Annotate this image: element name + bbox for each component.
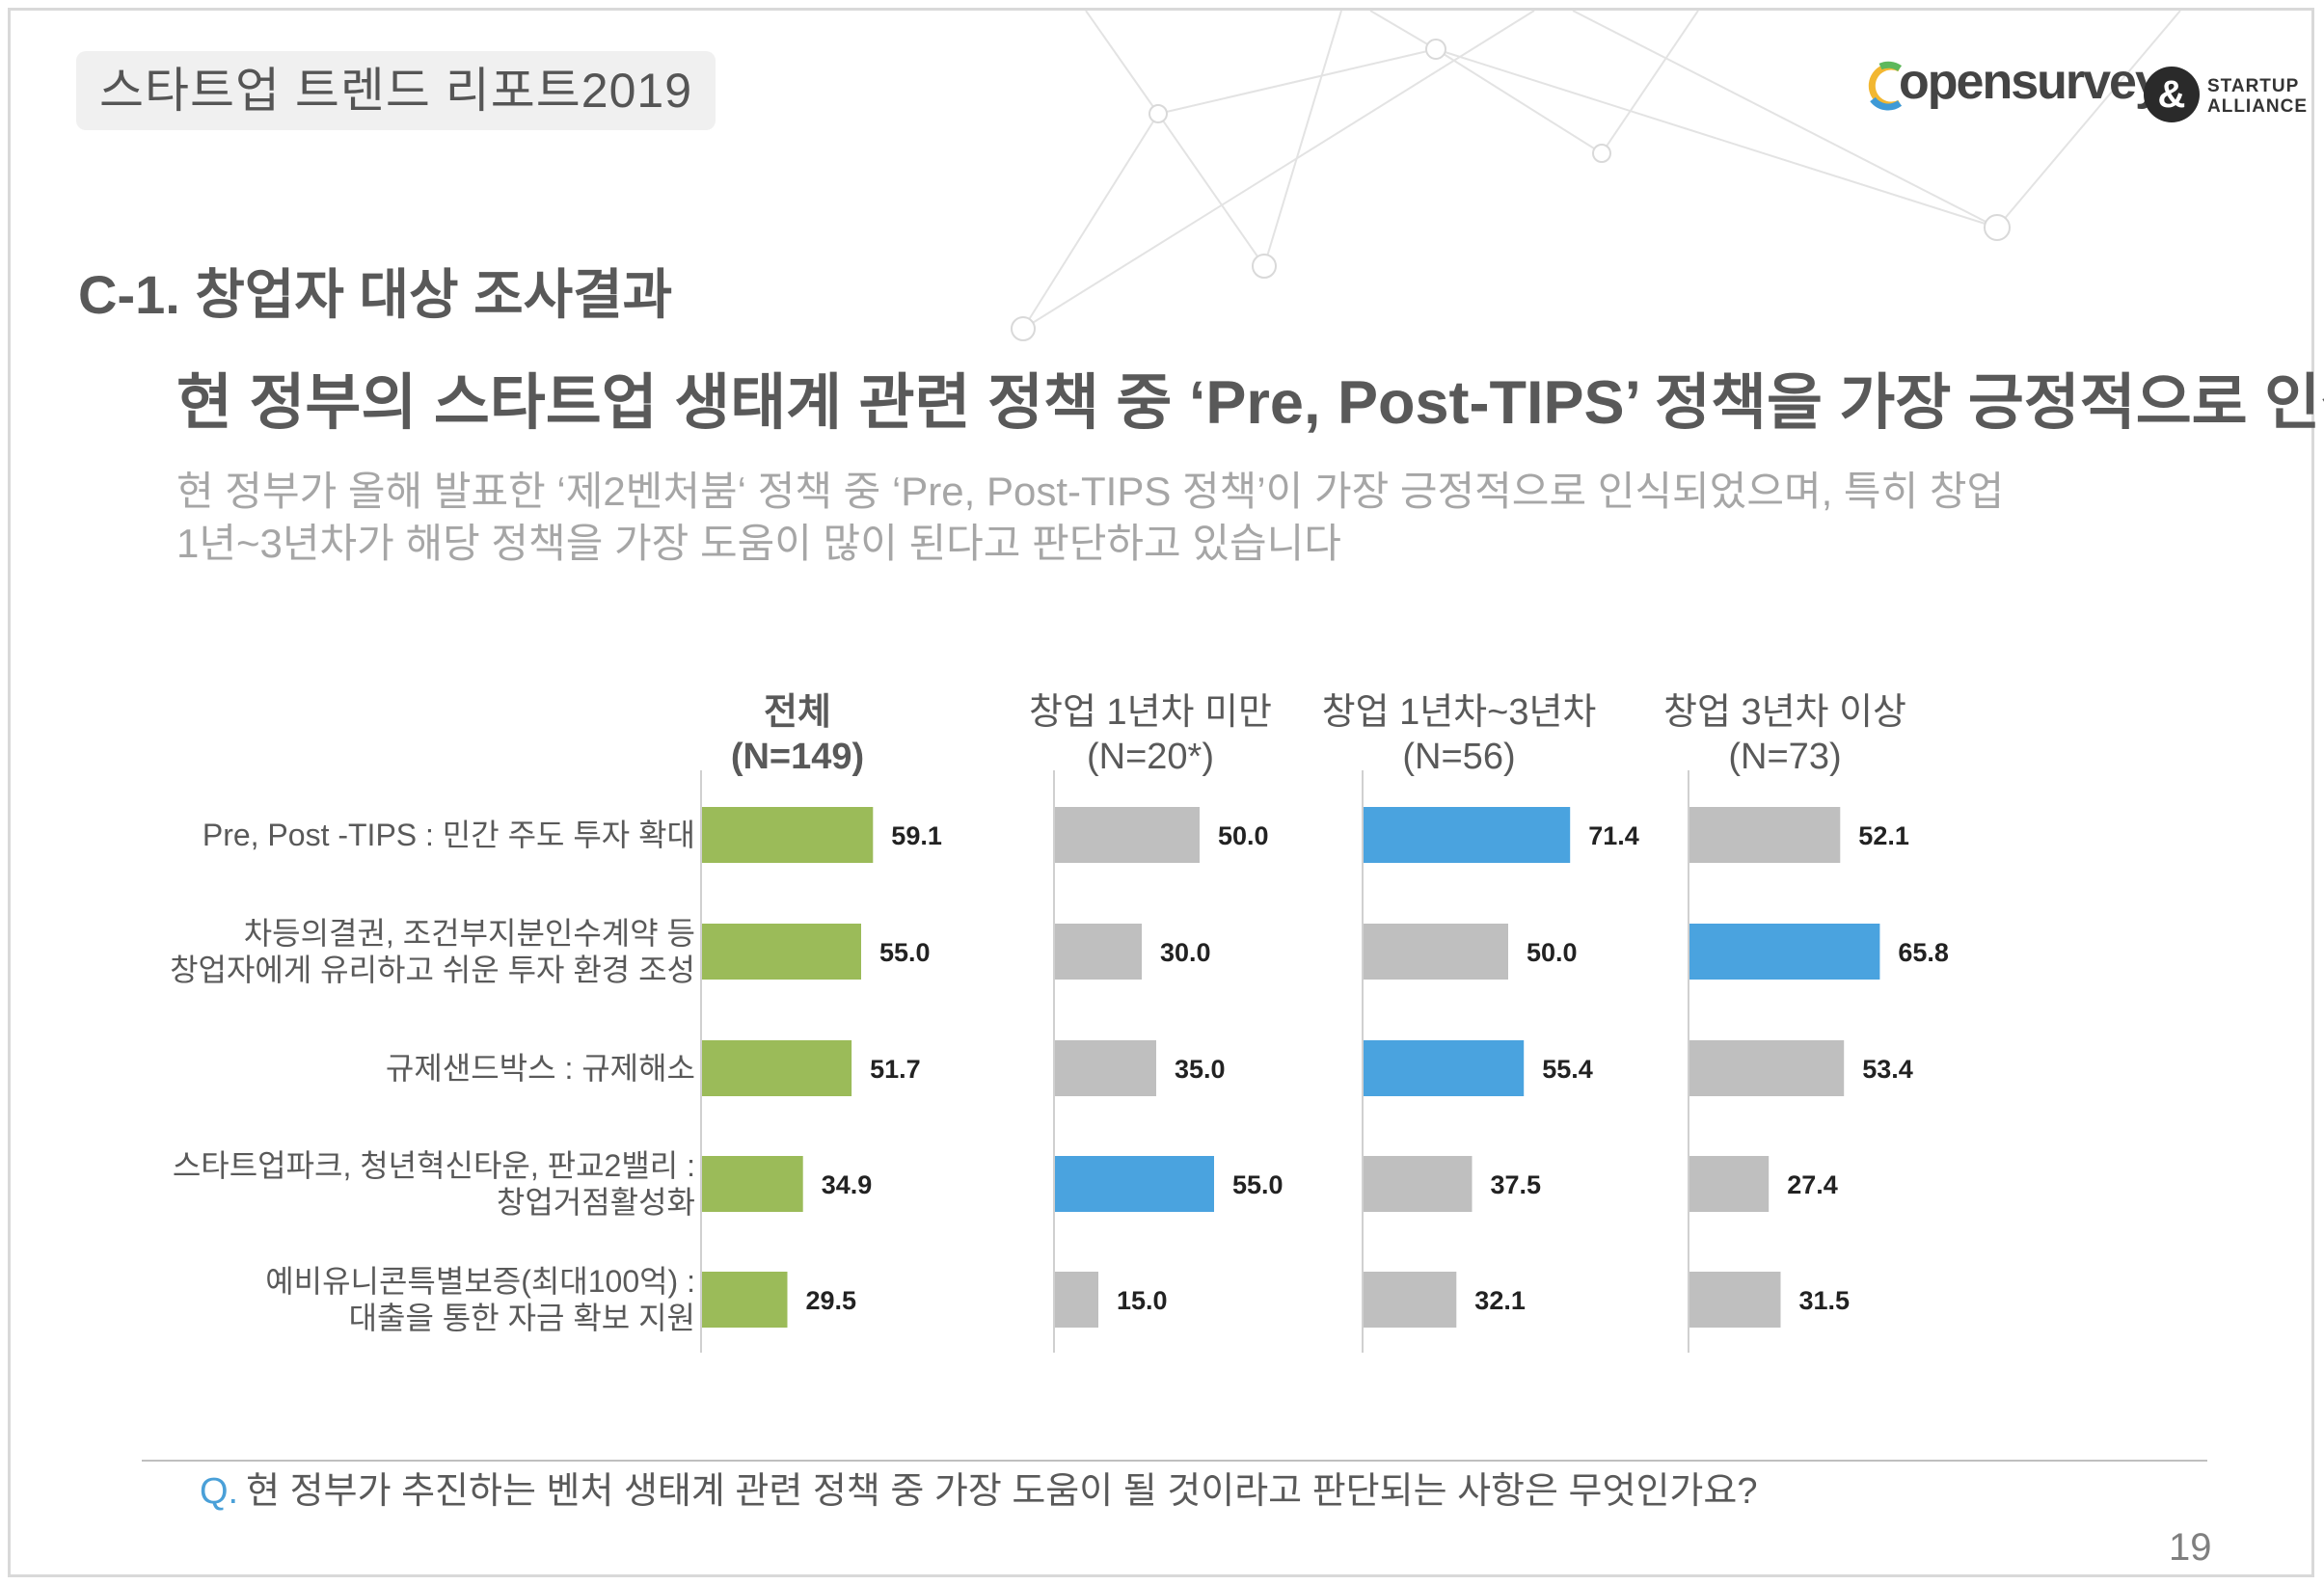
series-header-name: 창업 3년차 이상 — [1663, 692, 1906, 733]
category-label: 대출을 통한 자금 확보 지원 — [349, 1301, 695, 1335]
data-label: 55.0 — [879, 938, 931, 967]
bar — [1364, 1272, 1457, 1328]
data-label: 55.4 — [1542, 1055, 1593, 1084]
bar — [1364, 807, 1571, 863]
slide: 스타트업 트렌드 리포트2019 opensurvey & STARTUP AL… — [8, 8, 2324, 1577]
page-number: 19 — [2169, 1526, 2212, 1569]
series-header-sample: (N=56) — [1402, 737, 1515, 777]
opensurvey-logo: opensurvey — [1899, 54, 2163, 110]
subtext-line-2: 1년~3년차가 해당 정책을 가장 도움이 많이 된다고 판단하고 있습니다 — [176, 521, 1341, 566]
data-label: 59.1 — [891, 821, 942, 850]
subtext-line-1: 현 정부가 올해 발표한 ‘제2벤처붐‘ 정책 중 ‘Pre, Post-TIP… — [176, 469, 2005, 514]
data-label: 31.5 — [1799, 1286, 1851, 1315]
data-label: 52.1 — [1858, 821, 1909, 850]
category-label: 차등의결권, 조건부지분인수계약 등 — [244, 916, 695, 951]
data-label: 32.1 — [1474, 1286, 1526, 1315]
data-label: 29.5 — [806, 1286, 857, 1315]
startup-alliance-logo-icon: & — [2144, 67, 2200, 122]
data-label: 50.0 — [1527, 938, 1578, 967]
bar — [1689, 1156, 1770, 1212]
data-label: 15.0 — [1117, 1286, 1168, 1315]
bar — [702, 1040, 852, 1096]
question-prefix: Q. — [200, 1471, 239, 1512]
data-label: 27.4 — [1787, 1170, 1838, 1199]
bar — [702, 1272, 788, 1328]
headline: 현 정부의 스타트업 생태계 관련 정책 중 ‘Pre, Post-TIPS’ … — [176, 369, 2324, 437]
series-header-sample: (N=73) — [1728, 737, 1841, 777]
bar-chart: 전체(N=149)59.155.051.734.929.5창업 1년차 미만(N… — [170, 692, 1949, 1353]
data-label: 53.4 — [1862, 1055, 1913, 1084]
bar — [702, 924, 861, 980]
data-label: 37.5 — [1491, 1170, 1542, 1199]
data-label: 35.0 — [1175, 1055, 1226, 1084]
bar — [1689, 1272, 1781, 1328]
bar — [1689, 1040, 1845, 1096]
report-title-badge: 스타트업 트렌드 리포트2019 — [76, 51, 716, 130]
bar — [1055, 1272, 1098, 1328]
bar — [1055, 1156, 1214, 1212]
series-header-name: 창업 1년차 미만 — [1029, 692, 1272, 733]
series-header-sample: (N=20*) — [1087, 737, 1214, 777]
data-label: 50.0 — [1218, 821, 1269, 850]
category-label: 스타트업파크, 청년혁신타운, 판교2밸리 : — [173, 1148, 695, 1183]
data-label: 55.0 — [1232, 1170, 1284, 1199]
data-label: 51.7 — [870, 1055, 921, 1084]
section-title: C-1. 창업자 대상 조사결과 — [78, 264, 673, 325]
category-label: 창업자에게 유리하고 쉬운 투자 환경 조성 — [170, 953, 695, 987]
category-label: 창업거점활성화 — [497, 1185, 695, 1220]
bar — [1364, 1040, 1525, 1096]
series-header-name: 전체 — [764, 692, 831, 733]
data-label: 30.0 — [1160, 938, 1211, 967]
bar — [1689, 807, 1841, 863]
subtext: 현 정부가 올해 발표한 ‘제2벤처붐‘ 정책 중 ‘Pre, Post-TIP… — [176, 466, 2004, 570]
data-label: 34.9 — [822, 1170, 873, 1199]
question-divider — [142, 1460, 2207, 1462]
bar — [1364, 924, 1508, 980]
question-text: 현 정부가 추진하는 벤처 생태계 관련 정책 중 가장 도움이 될 것이라고 … — [246, 1471, 1758, 1512]
series-header-name: 창업 1년차~3년차 — [1322, 692, 1597, 733]
bar — [1689, 924, 1880, 980]
bar — [702, 1156, 803, 1212]
survey-question: Q. 현 정부가 추진하는 벤처 생태계 관련 정책 중 가장 도움이 될 것이라… — [200, 1461, 1757, 1514]
network-decoration — [1011, 11, 2181, 341]
bar — [1055, 924, 1142, 980]
opensurvey-logo-icon — [1868, 61, 1903, 111]
data-label: 65.8 — [1898, 938, 1949, 967]
bar — [702, 807, 874, 863]
series-header-sample: (N=149) — [731, 737, 864, 777]
bar — [1364, 1156, 1473, 1212]
startup-alliance-logo: STARTUP ALLIANCE — [2207, 76, 2309, 117]
category-label: 규제샌드박스 : 규제해소 — [386, 1051, 695, 1086]
data-label: 71.4 — [1588, 821, 1639, 850]
category-label: 예비유니콘특별보증(최대100억) : — [265, 1264, 695, 1299]
bar — [1055, 807, 1200, 863]
bar — [1055, 1040, 1156, 1096]
category-label: Pre, Post -TIPS : 민간 주도 투자 확대 — [203, 818, 695, 852]
